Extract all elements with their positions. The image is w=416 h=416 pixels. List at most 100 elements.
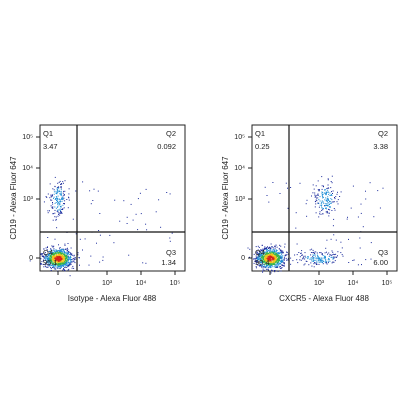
- event-dot: [329, 204, 330, 205]
- event-dot: [272, 258, 274, 260]
- event-dot: [89, 190, 91, 192]
- event-dot: [267, 250, 269, 252]
- event-dot: [266, 251, 268, 252]
- event-dot: [54, 268, 56, 270]
- event-dot: [304, 252, 306, 254]
- x-tick-label: 10³: [102, 280, 113, 287]
- event-dot: [274, 253, 276, 254]
- event-dot: [328, 256, 330, 257]
- event-dot: [257, 257, 259, 259]
- event-dot: [59, 201, 61, 203]
- event-dot: [272, 247, 274, 249]
- event-dot: [267, 253, 269, 255]
- event-dot: [61, 208, 63, 210]
- event-dot: [258, 251, 260, 253]
- event-dot: [54, 257, 56, 259]
- event-dot: [327, 184, 329, 186]
- event-dot: [49, 210, 50, 212]
- event-dot: [70, 255, 71, 257]
- event-dot: [50, 263, 52, 265]
- event-dot: [299, 256, 301, 258]
- event-dot: [261, 267, 263, 269]
- event-dot: [328, 258, 330, 260]
- event-dot: [48, 264, 50, 266]
- event-dot: [268, 269, 269, 271]
- event-dot: [253, 253, 255, 255]
- event-dot: [99, 213, 101, 214]
- event-dot: [330, 202, 332, 204]
- event-dot: [332, 258, 334, 260]
- event-dot: [337, 255, 338, 257]
- event-dot: [281, 260, 283, 262]
- event-dot: [325, 203, 327, 205]
- event-dot: [281, 256, 283, 258]
- event-dot: [52, 251, 54, 253]
- event-dot: [56, 263, 58, 265]
- event-dot: [51, 263, 53, 264]
- event-dot: [261, 265, 263, 267]
- event-dot: [260, 257, 262, 258]
- event-dot: [268, 257, 270, 259]
- event-dot: [264, 265, 265, 267]
- event-dot: [51, 255, 52, 257]
- event-dot: [325, 262, 327, 264]
- event-dot: [65, 260, 67, 262]
- event-dot: [64, 270, 66, 272]
- event-dot: [54, 199, 56, 200]
- event-dot: [66, 252, 68, 254]
- event-dot: [66, 256, 68, 258]
- event-dot: [256, 258, 257, 260]
- event-dot: [258, 258, 260, 260]
- event-dot: [280, 259, 282, 261]
- event-dot: [63, 257, 65, 259]
- event-dot: [59, 248, 61, 250]
- event-dot: [323, 186, 324, 188]
- event-dot: [56, 254, 58, 256]
- event-dot: [278, 260, 280, 262]
- event-dot: [260, 255, 262, 257]
- event-dot: [57, 195, 59, 197]
- event-dot: [271, 269, 273, 271]
- event-dot: [352, 260, 354, 261]
- event-dot: [286, 259, 288, 261]
- event-dot: [265, 256, 266, 257]
- event-dot: [90, 255, 92, 257]
- event-dot: [264, 186, 266, 188]
- event-dot: [55, 219, 57, 221]
- x-axis-label: Isotype - Alexa Fluor 488: [68, 294, 157, 303]
- event-dot: [65, 264, 67, 266]
- event-dot: [333, 261, 335, 263]
- event-dot: [332, 256, 334, 258]
- event-dot: [265, 257, 267, 258]
- event-dot: [62, 262, 64, 264]
- event-dot: [46, 249, 48, 251]
- event-dot: [49, 260, 51, 262]
- event-dot: [45, 254, 47, 256]
- event-dot: [59, 214, 61, 216]
- event-dot: [60, 189, 62, 191]
- event-dot: [300, 259, 302, 261]
- event-dot: [325, 194, 327, 196]
- event-dot: [74, 258, 76, 260]
- event-dot: [257, 253, 259, 255]
- event-dot: [261, 254, 263, 256]
- event-dot: [54, 260, 56, 262]
- event-dot: [275, 249, 277, 251]
- event-dot: [332, 190, 334, 192]
- event-dot: [63, 203, 65, 205]
- event-dot: [262, 259, 264, 261]
- event-dot: [282, 255, 284, 257]
- event-dot: [274, 251, 275, 253]
- event-dot: [71, 261, 73, 263]
- event-dot: [60, 191, 62, 193]
- event-dot: [362, 226, 364, 228]
- event-dot: [281, 267, 283, 269]
- event-dot: [261, 256, 263, 258]
- event-dot: [330, 254, 332, 256]
- event-dot: [68, 265, 69, 267]
- quadrant-value-q1: 0.25: [255, 142, 270, 151]
- event-dot: [348, 238, 349, 240]
- event-dot: [65, 261, 66, 263]
- event-dot: [257, 249, 259, 251]
- event-dot: [310, 254, 312, 256]
